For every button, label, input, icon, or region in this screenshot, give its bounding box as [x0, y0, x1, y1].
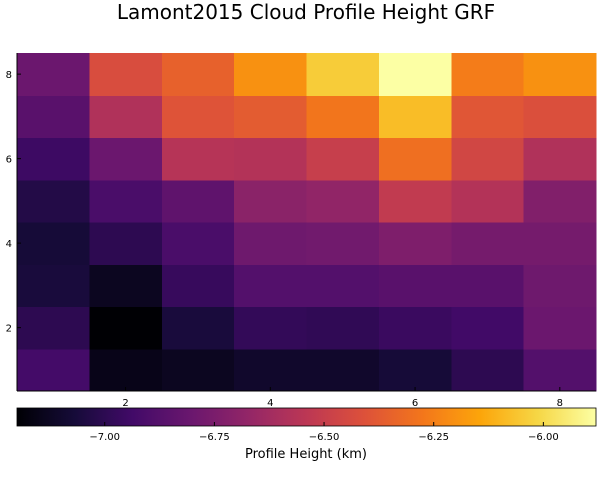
heatmap-cell: [17, 222, 90, 265]
x-tick-label: 8: [557, 398, 563, 409]
heatmap-cell: [161, 306, 235, 350]
heatmap-cell: [306, 137, 380, 181]
heatmap-cell: [89, 264, 163, 308]
x-tick-label: 6: [412, 398, 418, 409]
colorbar-tick-label: −6.50: [309, 432, 340, 443]
heatmap-cell: [89, 95, 163, 139]
heatmap-cell: [89, 179, 163, 223]
heatmap-cell: [451, 137, 525, 181]
x-tick-label: 2: [122, 398, 128, 409]
heatmap-cell: [234, 53, 308, 96]
heatmap-cell: [306, 348, 380, 392]
colorbar: [16, 407, 597, 427]
heatmap-cell: [234, 179, 308, 223]
heatmap-cell: [523, 264, 597, 308]
heatmap-cell: [17, 95, 90, 139]
heatmap-cells: [17, 53, 597, 392]
colorbar-tick-label: −6.75: [199, 432, 230, 443]
heatmap-cell: [451, 222, 525, 265]
heatmap-cell: [89, 222, 163, 265]
colorbar-tick-label: −6.00: [528, 432, 559, 443]
heatmap-cell: [451, 348, 525, 392]
y-tick-label: 4: [6, 239, 12, 250]
heatmap-cell: [451, 306, 525, 350]
heatmap-cell: [523, 348, 597, 392]
heatmap-cell: [378, 179, 452, 223]
heatmap-cell: [523, 53, 597, 96]
heatmap-cell: [451, 53, 525, 96]
heatmap-cell: [234, 137, 308, 181]
heatmap-cell: [378, 306, 452, 350]
heatmap-cell: [451, 179, 525, 223]
heatmap-cell: [161, 95, 235, 139]
heatmap-cell: [234, 306, 308, 350]
heatmap-cell: [523, 306, 597, 350]
heatmap-cell: [17, 306, 90, 350]
heatmap-cell: [234, 222, 308, 265]
heatmap-cell: [161, 222, 235, 265]
x-axis-ticks: 2 4 6 8: [122, 387, 563, 409]
heatmap-cell: [17, 53, 90, 96]
heatmap-cell: [378, 348, 452, 392]
heatmap-cell: [378, 222, 452, 265]
heatmap-cell: [306, 306, 380, 350]
heatmap-cell: [89, 306, 163, 350]
heatmap-cell: [306, 53, 380, 96]
y-axis-ticks: 2 4 6 8: [6, 70, 21, 335]
heatmap-cell: [306, 222, 380, 265]
heatmap-cell: [523, 137, 597, 181]
heatmap-cell: [161, 264, 235, 308]
chart-title: Lamont2015 Cloud Profile Height GRF: [117, 0, 495, 24]
heatmap-cell: [523, 222, 597, 265]
heatmap-cell: [161, 179, 235, 223]
heatmap-cell: [306, 179, 380, 223]
y-tick-label: 8: [6, 70, 12, 81]
heatmap-cell: [378, 264, 452, 308]
colorbar-tick-label: −7.00: [89, 432, 120, 443]
heatmap-cell: [161, 348, 235, 392]
heatmap-cell: [17, 348, 90, 392]
heatmap-cell: [161, 137, 235, 181]
y-tick-label: 2: [6, 324, 12, 335]
plot-axes: [16, 53, 596, 392]
colorbar-tick-label: −6.25: [418, 432, 449, 443]
heatmap-cell: [89, 53, 163, 96]
heatmap-cell: [17, 137, 90, 181]
heatmap-cell: [451, 264, 525, 308]
heatmap-cell: [378, 53, 452, 96]
heatmap-cell: [17, 179, 90, 223]
colorbar-ticks: −7.00 −6.75 −6.50 −6.25 −6.00: [89, 422, 559, 443]
colorbar-label: Profile Height (km): [245, 447, 367, 462]
heatmap-cell: [234, 264, 308, 308]
heatmap-cell: [234, 348, 308, 392]
y-tick-label: 6: [6, 155, 12, 166]
heatmap-cell: [161, 53, 235, 96]
x-tick-label: 4: [267, 398, 273, 409]
colorbar-gradient: [16, 407, 597, 427]
heatmap-cell: [523, 179, 597, 223]
heatmap-cell: [378, 137, 452, 181]
heatmap-cell: [451, 95, 525, 139]
heatmap-cell: [234, 95, 308, 139]
heatmap-cell: [17, 264, 90, 308]
heatmap-cell: [89, 137, 163, 181]
heatmap-cell: [306, 264, 380, 308]
heatmap-cell: [378, 95, 452, 139]
heatmap-cell: [523, 95, 597, 139]
heatmap-cell: [306, 95, 380, 139]
heatmap-cell: [89, 348, 163, 392]
